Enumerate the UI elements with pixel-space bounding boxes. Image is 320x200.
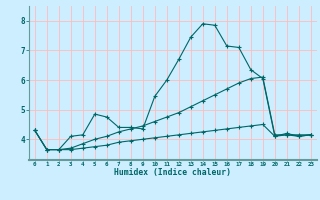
X-axis label: Humidex (Indice chaleur): Humidex (Indice chaleur)	[114, 168, 231, 177]
